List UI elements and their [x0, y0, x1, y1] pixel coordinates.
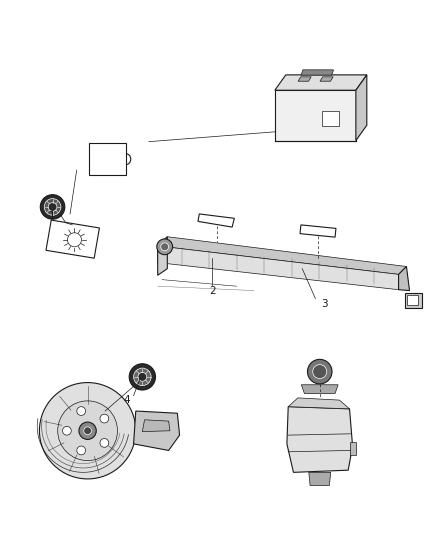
Circle shape — [79, 422, 96, 439]
FancyBboxPatch shape — [322, 111, 339, 126]
Text: 2: 2 — [209, 286, 216, 296]
FancyBboxPatch shape — [407, 295, 418, 305]
Polygon shape — [301, 70, 334, 75]
Polygon shape — [275, 90, 356, 141]
Polygon shape — [320, 77, 333, 81]
Polygon shape — [301, 385, 338, 393]
Text: 3: 3 — [321, 298, 328, 309]
Circle shape — [48, 203, 57, 211]
Polygon shape — [298, 77, 311, 81]
Polygon shape — [158, 246, 399, 290]
Polygon shape — [158, 237, 167, 275]
Circle shape — [67, 233, 81, 247]
Circle shape — [58, 401, 117, 461]
Circle shape — [134, 368, 151, 386]
Polygon shape — [198, 214, 234, 227]
Text: 4: 4 — [124, 395, 131, 405]
Polygon shape — [287, 407, 353, 472]
Text: 1: 1 — [49, 211, 56, 221]
Polygon shape — [134, 411, 180, 450]
Polygon shape — [46, 220, 99, 258]
FancyBboxPatch shape — [405, 293, 422, 308]
Circle shape — [161, 243, 169, 251]
Circle shape — [100, 439, 109, 447]
Polygon shape — [88, 143, 126, 175]
Polygon shape — [275, 75, 367, 90]
Circle shape — [77, 446, 85, 455]
Polygon shape — [300, 225, 336, 237]
Circle shape — [100, 414, 109, 423]
FancyBboxPatch shape — [350, 442, 356, 455]
Circle shape — [84, 427, 92, 434]
Circle shape — [63, 426, 71, 435]
Polygon shape — [399, 266, 410, 290]
Circle shape — [39, 383, 136, 479]
Circle shape — [77, 407, 85, 415]
Polygon shape — [309, 472, 331, 486]
Polygon shape — [288, 398, 350, 409]
Polygon shape — [356, 75, 367, 141]
Circle shape — [129, 364, 155, 390]
Circle shape — [138, 373, 147, 381]
Circle shape — [313, 365, 327, 378]
Polygon shape — [142, 420, 170, 432]
Circle shape — [307, 359, 332, 384]
Circle shape — [44, 199, 61, 215]
Circle shape — [40, 195, 65, 219]
Circle shape — [157, 239, 173, 255]
Polygon shape — [158, 237, 406, 274]
